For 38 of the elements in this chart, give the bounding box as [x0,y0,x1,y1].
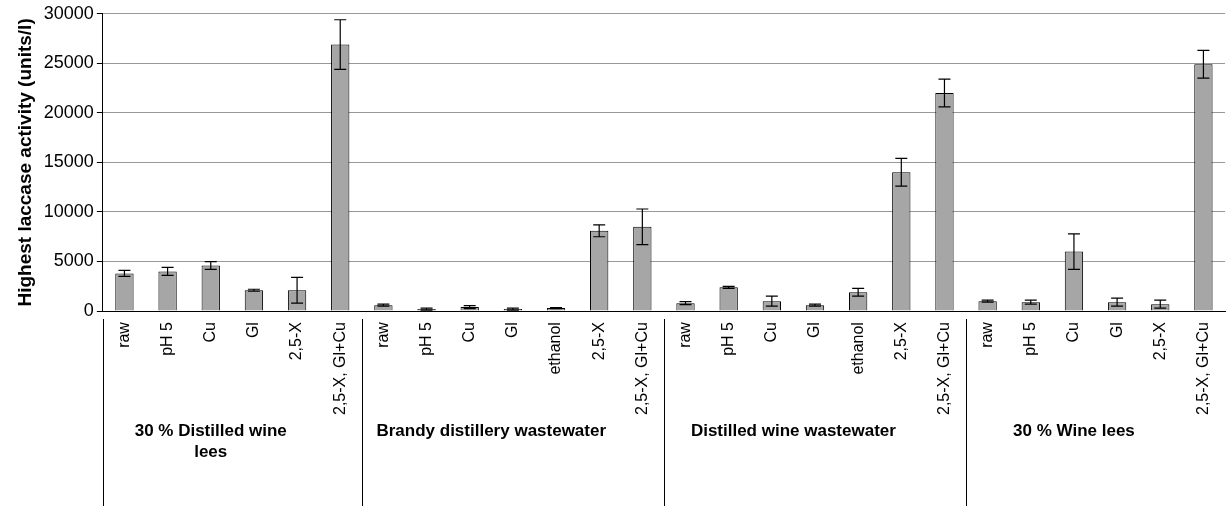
y-tick-label: 10000 [43,200,94,221]
y-tick-label: 15000 [43,151,94,172]
x-tick-label: raw [114,321,132,348]
x-tick-label: pH 5 [1021,321,1039,356]
x-tick-label: Gl [1107,322,1125,339]
x-tick-label: raw [373,321,391,348]
text: 30 % Wine lees [1012,420,1136,441]
text: Distilled wine wastewater [689,420,897,441]
x-tick-label: Gl [244,322,262,339]
x-tick-label: 2,5-X [287,321,305,361]
x-tick-label: pH 5 [719,321,737,356]
x-tick-label: pH 5 [158,321,175,356]
x-tick-label: raw [978,321,996,348]
x-tick-label: 2,5-X [589,321,607,361]
x-tick-label: ethanol [546,322,564,375]
y-tick-label: 25000 [43,52,94,73]
x-tick-label: pH 5 [416,321,434,356]
x-tick-label: 2,5-X [891,321,909,361]
text: Brandy distillery wastewater [375,420,608,441]
x-tick-label: 2,5-X, Gl+Cu [1193,322,1211,416]
x-tick-label: Gl [805,322,823,339]
x-tick-label: raw [675,321,693,348]
text: 30 % Distilled wine lees [133,420,288,462]
y-tick-label: 20000 [43,101,94,122]
x-tick-label: Cu [1064,322,1082,343]
x-tick-label: 2,5-X, Gl+Cu [934,322,952,416]
y-tick-label: 30000 [43,2,94,23]
x-tick-label: Cu [460,322,478,343]
y-axis-title: Highest laccase activity (units/l) [13,18,35,307]
x-tick-label: ethanol [848,322,866,375]
x-tick-label: 2,5-X [1150,321,1168,361]
x-tick-label: Cu [762,322,780,343]
x-tick-label: 2,5-X, Gl+Cu [632,322,650,416]
x-tick-label: Gl [503,322,521,339]
x-tick-label: Cu [201,322,219,343]
x-tick-label: 2,5-X, Gl+Cu [330,322,348,416]
y-tick-label: 5000 [53,250,94,271]
y-tick-label: 0 [83,300,94,321]
